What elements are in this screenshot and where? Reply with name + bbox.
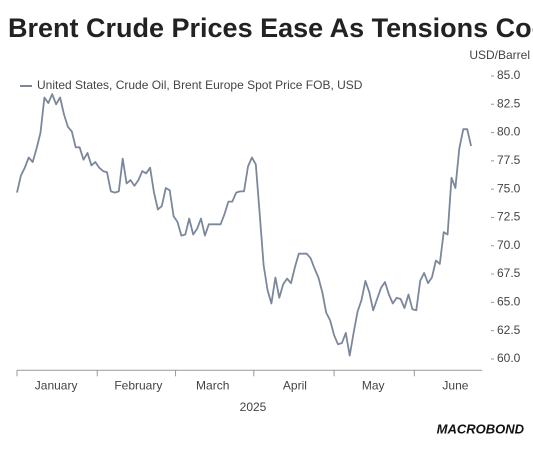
y-tick-label: 60.0	[497, 351, 521, 365]
y-tick-label: 85.0	[497, 68, 521, 82]
line-series	[16, 93, 472, 357]
unit-label: USD/Barrel	[469, 48, 530, 62]
x-tick-label: March	[196, 378, 229, 392]
y-tick-label: 67.5	[497, 266, 521, 280]
x-axis-label: 2025	[240, 400, 267, 414]
y-tick-label: 70.0	[497, 238, 521, 252]
x-tick-label: May	[362, 378, 385, 392]
y-tick-label: 62.5	[497, 323, 521, 337]
y-tick-label: 82.5	[497, 96, 521, 110]
y-tick-label: 77.5	[497, 153, 521, 167]
y-tick-label: 65.0	[497, 295, 521, 309]
y-tick-label: 72.5	[497, 210, 521, 224]
chart-title: Brent Crude Prices Ease As Tensions Cool	[8, 13, 533, 43]
x-tick-label: January	[35, 378, 78, 392]
legend-label: United States, Crude Oil, Brent Europe S…	[37, 78, 363, 92]
x-tick-label: April	[283, 378, 307, 392]
y-tick-label: 75.0	[497, 181, 521, 195]
x-tick-label: February	[114, 378, 162, 392]
source-logo: MACROBOND	[437, 421, 525, 436]
x-tick-label: June	[442, 378, 468, 392]
y-tick-label: 80.0	[497, 125, 521, 139]
